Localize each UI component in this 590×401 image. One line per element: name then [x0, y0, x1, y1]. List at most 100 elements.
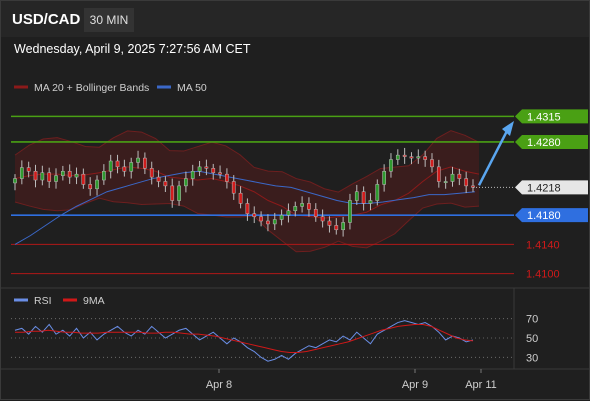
candle-body-16: [122, 166, 127, 172]
candle-body-45: [320, 216, 325, 222]
candle-body-37: [266, 220, 270, 225]
rsi-ma9-line: [15, 323, 474, 353]
candle-body-14: [108, 160, 113, 172]
candle-body-56: [395, 154, 400, 160]
legend-label-1: MA 50: [177, 82, 207, 94]
candle-body-6: [54, 175, 58, 182]
candle-body-27: [197, 166, 202, 172]
level-tag-bg-1: [515, 134, 588, 149]
level-label-2: 1.4218: [527, 182, 561, 194]
rsi-legend-label-1: 9MA: [83, 295, 105, 307]
candle-body-28: [204, 166, 209, 169]
candle-body-24: [177, 185, 181, 201]
level-label-4: 1.4140: [526, 239, 560, 251]
candle-body-47: [334, 225, 339, 231]
candle-body-60: [423, 156, 427, 160]
candle-body-34: [245, 203, 250, 214]
candle-body-2: [26, 167, 31, 172]
level-tag-0: 1.4315: [515, 109, 588, 124]
candle-body-3: [33, 170, 38, 181]
candle-body-12: [95, 179, 99, 190]
candle-body-51: [361, 191, 366, 204]
candle-body-46: [327, 220, 332, 226]
level-tag-bg-3: [515, 208, 588, 223]
candle-body-48: [341, 222, 345, 231]
candle-body-33: [238, 192, 243, 204]
candle-body-36: [259, 216, 263, 222]
level-label-1: 1.4280: [527, 137, 561, 149]
x-tick-label-2: Apr 11: [465, 379, 497, 391]
level-tag-bg-0: [515, 109, 588, 124]
candle-body-26: [190, 170, 195, 179]
bollinger-band-area: [15, 130, 479, 252]
candle-body-62: [436, 166, 441, 182]
candle-body-29: [211, 168, 216, 173]
candle-body-15: [115, 160, 120, 168]
rsi-tick-2: 30: [526, 352, 538, 364]
forecast-arrowhead: [502, 120, 514, 136]
level-tag-2: 1.4218: [515, 180, 588, 195]
candle-body-53: [375, 184, 380, 201]
header-bar: USD/CAD 30 MIN: [1, 1, 589, 37]
rsi-tick-0: 70: [526, 314, 538, 326]
candle-body-19: [143, 157, 147, 169]
candle-body-38: [272, 219, 277, 225]
candle-body-57: [402, 154, 407, 157]
candle-body-54: [382, 170, 386, 185]
candle-body-61: [430, 159, 434, 168]
candle-body-64: [450, 173, 455, 182]
x-tick-label-0: Apr 8: [206, 379, 232, 391]
candle-body-17: [129, 162, 134, 172]
candle-body-55: [389, 159, 393, 172]
candle-body-23: [170, 185, 175, 201]
candle-body-1: [19, 167, 24, 179]
rsi-tick-1: 50: [526, 333, 538, 345]
candle-body-9: [74, 173, 79, 178]
candle-body-0: [13, 178, 17, 184]
candle-body-5: [47, 172, 52, 182]
level-label-3: 1.4180: [527, 210, 561, 222]
candle-body-32: [231, 181, 236, 194]
chart-datetime: Wednesday, April 9, 2025 7:27:56 AM CET: [14, 42, 251, 56]
level-label-0: 1.4315: [527, 111, 561, 123]
level-tag-3: 1.4180: [515, 208, 588, 223]
ma50-line: [14, 170, 476, 245]
candle-body-7: [61, 170, 65, 176]
level-label-5: 1.4100: [526, 269, 560, 281]
candle-body-31: [225, 173, 229, 182]
rsi-legend-label-0: RSI: [34, 295, 52, 307]
candle-body-11: [88, 184, 93, 190]
level-tag-bg-2: [515, 180, 588, 195]
timeframe-button[interactable]: 30 MIN: [84, 8, 134, 32]
candle-body-39: [279, 214, 284, 220]
candle-body-25: [184, 178, 188, 187]
forecast-arrow-shaft: [477, 130, 509, 186]
candle-body-41: [293, 206, 298, 212]
candle-body-49: [348, 200, 352, 223]
candle-body-22: [163, 181, 168, 187]
rsi-line: [14, 320, 474, 362]
candle-body-21: [156, 176, 161, 182]
candle-body-52: [368, 200, 373, 204]
candle-body-42: [300, 203, 304, 207]
candle-body-65: [457, 173, 462, 179]
candle-body-4: [40, 172, 45, 181]
candle-body-44: [313, 209, 318, 217]
bollinger-upper: [14, 130, 480, 193]
candle-body-18: [136, 157, 140, 163]
candle-body-59: [416, 156, 421, 159]
candle-body-63: [443, 181, 448, 183]
candle-body-43: [307, 203, 311, 210]
candle-body-30: [218, 172, 222, 175]
candle-body-58: [409, 156, 414, 159]
x-tick-label-1: Apr 9: [402, 379, 428, 391]
level-tag-1: 1.4280: [515, 134, 588, 149]
legend-label-0: MA 20 + Bollinger Bands: [34, 82, 149, 94]
symbol-title: USD/CAD: [12, 11, 81, 28]
candle-body-13: [102, 170, 106, 181]
candle-body-50: [354, 191, 359, 201]
candle-body-66: [464, 178, 469, 187]
candle-body-20: [149, 168, 154, 178]
